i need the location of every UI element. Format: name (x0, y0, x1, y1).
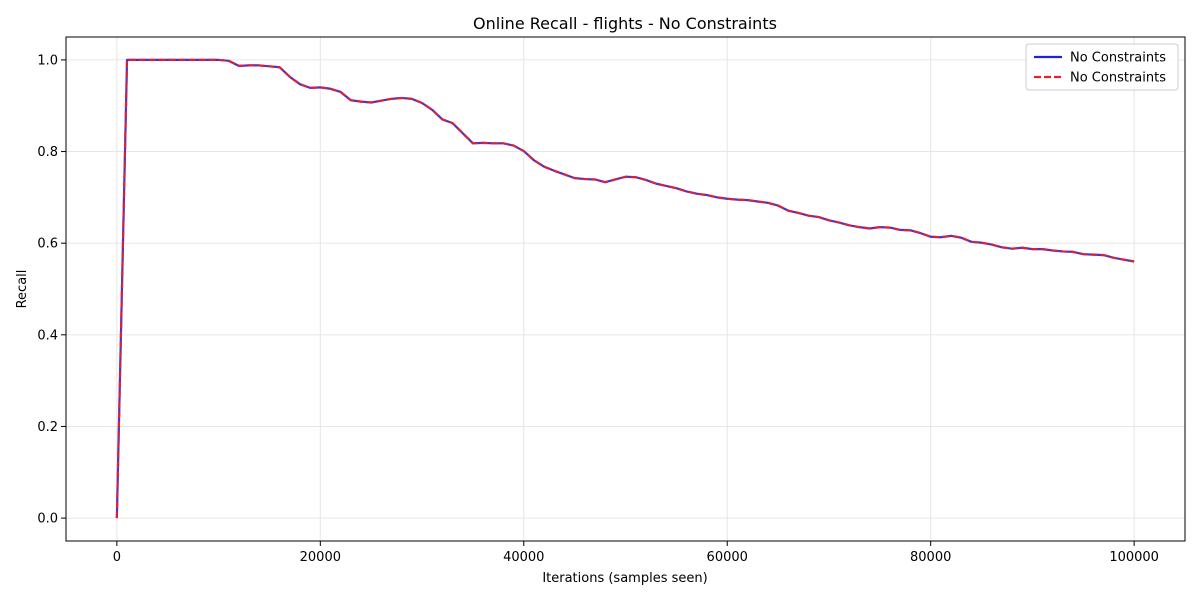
plot-frame (65, 36, 1186, 542)
x-axis-label: Iterations (samples seen) (542, 571, 707, 586)
y-axis-label: Recall (15, 270, 30, 309)
y-tick-label: 0.0 (37, 512, 58, 527)
y-tick-label: 0.8 (37, 145, 58, 160)
legend: No Constraints No Constraints (1025, 43, 1179, 91)
legend-label: No Constraints (1070, 51, 1166, 66)
x-tick-label: 0 (113, 550, 121, 565)
series-layer (115, 58, 1135, 519)
x-tick-label: 20000 (300, 550, 341, 565)
y-tick-label: 0.2 (37, 420, 58, 435)
x-axis-ticks: 0 20000 40000 60000 80000 100000 (113, 541, 1159, 565)
x-tick-label: 100000 (1109, 550, 1159, 565)
y-tick-label: 0.4 (37, 328, 58, 343)
legend-box (1025, 43, 1179, 91)
y-tick-label: 1.0 (37, 53, 58, 68)
legend-label: No Constraints (1070, 71, 1166, 86)
chart-title: Online Recall - flights - No Constraints (473, 14, 777, 33)
series-line-solid (115, 58, 1135, 519)
grid-lines (66, 37, 1185, 541)
series-line-dashed (115, 58, 1135, 519)
x-tick-label: 60000 (707, 550, 748, 565)
x-tick-label: 40000 (503, 550, 544, 565)
y-axis-ticks: 0.0 0.2 0.4 0.6 0.8 1.0 (37, 53, 66, 527)
x-tick-label: 80000 (910, 550, 951, 565)
y-tick-label: 0.6 (37, 237, 58, 252)
